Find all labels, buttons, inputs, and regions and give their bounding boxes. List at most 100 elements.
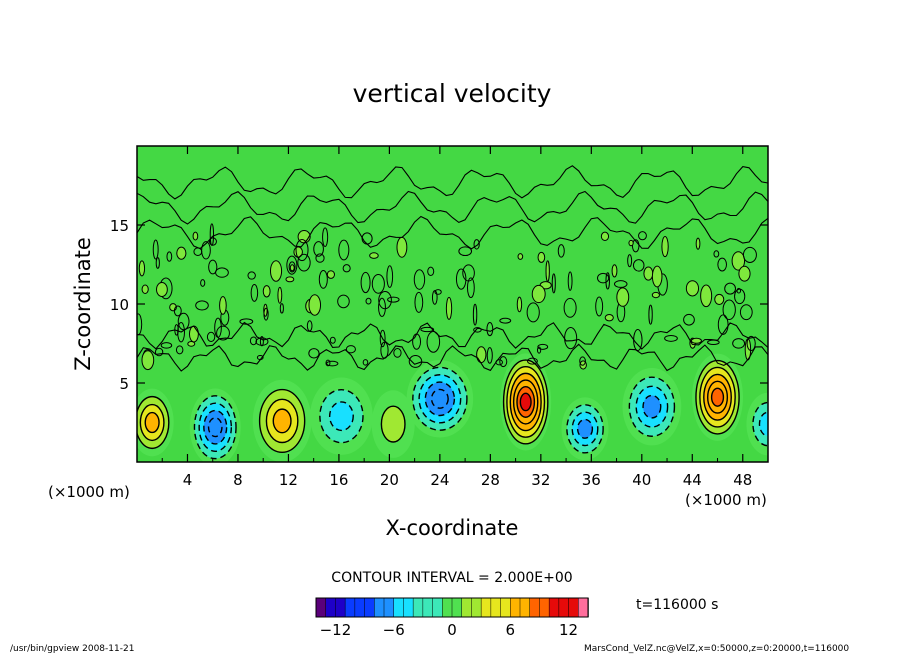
colorbar-tick-label-4: 12 [559,621,578,639]
contour-line-3-2 [328,401,354,432]
colorbar-segment-23 [539,597,550,618]
contour-line-5-4 [430,388,449,409]
turbulent-contour-82 [208,259,218,275]
turbulent-contour-72 [326,270,335,279]
contour-line-6-2 [506,366,546,438]
turbulent-contour-41 [420,326,435,333]
colorbar-segment-16 [471,597,482,618]
turbulent-contour-20 [279,303,284,314]
contour-line-8-2 [635,385,669,428]
turbulent-contour-118 [177,322,186,343]
contour-line-2-1 [258,388,306,454]
contour-fill-6-6 [520,393,532,411]
upper-contour-2 [137,165,768,200]
contour-line-7-1 [566,404,604,454]
turbulent-contour-161 [739,304,753,321]
colorbar-tick-label-2: 0 [447,621,457,639]
turbulent-contour-73 [262,285,271,298]
colorbar-segment-27 [578,597,589,618]
contour-line-6-6 [519,392,532,412]
turbulent-contour-59 [431,290,438,305]
turbulent-contour-21 [289,264,295,272]
turbulent-contour-51 [486,322,494,337]
contour-line-3-1 [319,388,364,444]
turbulent-contour-65 [141,284,149,294]
contour-fill-1-4 [208,417,222,437]
contour-fill-7-3 [577,419,593,439]
turbulent-contour-137 [628,239,634,247]
time-label: t=116000 s [636,597,718,613]
turbulent-contour-24 [313,241,324,257]
turbulent-contour-114 [160,342,173,349]
contour-fill-8-3 [643,395,661,418]
contour-line-10-2 [758,411,768,437]
turbulent-contour-79 [545,260,550,282]
turbulent-contour-5 [250,284,259,302]
turbulent-contour-98 [318,270,328,289]
turbulent-contour-75 [537,343,549,350]
turbulent-contour-85 [255,337,269,346]
turbulent-contour-53 [434,289,442,295]
turbulent-contour-18 [209,223,215,246]
turbulent-contour-153 [486,347,493,364]
turbulent-contour-99 [286,255,298,275]
contour-line-8-1 [628,376,676,437]
lower-contour-1 [137,321,768,350]
contour-fill-2-3 [273,409,291,433]
colorbar-segment-15 [461,597,473,618]
turbulent-contour-31 [724,282,736,295]
colorbar-segment-25 [558,597,570,618]
x-tick-label-9: 40 [632,471,651,489]
turbulent-contour-68 [414,291,424,313]
turbulent-contour-58 [393,348,402,358]
turbulent-contour-45 [247,271,256,280]
turbulent-contour-159 [616,287,630,307]
turbulent-contour-90 [263,303,268,317]
turbulent-contour-87 [738,265,751,282]
turbulent-contour-35 [200,279,206,287]
turbulent-contour-83 [499,356,508,368]
turbulent-contour-169 [690,337,702,344]
turbulent-contour-147 [557,244,565,258]
turbulent-contour-27 [337,294,350,309]
contour-line-0-3 [144,411,160,434]
colorbar-segment-1 [325,597,337,618]
turbulent-contour-116 [527,357,538,365]
colorbar-segment-26 [568,597,580,618]
turbulent-contour-97 [297,253,311,272]
contour-line-2-3 [272,408,292,434]
turbulent-contour-109 [596,272,610,284]
turbulent-contour-132 [604,313,614,322]
contour-line-5-3 [424,381,456,417]
x-unit-label-left: (×1000 m) [48,483,130,501]
colorbar-segment-18 [490,597,502,618]
turbulent-contour-157 [369,252,379,259]
contour-line-9-5 [710,387,725,407]
footer-right: MarsCond_VelZ.nc@VelZ,x=0:50000,z=0:2000… [584,644,849,654]
turbulent-contour-146 [551,273,556,294]
turbulent-contour-63 [731,251,746,271]
turbulent-contour-0 [695,237,701,250]
turbulent-contour-46 [661,236,669,258]
contour-line-1-4 [207,417,223,438]
turbulent-contour-111 [651,265,663,288]
turbulent-contour-165 [742,246,757,263]
turbulent-contour-119 [427,266,435,277]
x-tick-label-11: 48 [733,471,752,489]
turbulent-contour-130 [188,325,199,343]
colorbar-segment-3 [344,597,356,618]
colorbar-segment-8 [393,597,405,618]
turbulent-contour-66 [476,346,487,364]
contour-line-0-2 [139,403,165,442]
turbulent-contour-131 [567,271,573,291]
x-tick-label-8: 36 [582,471,601,489]
turbulent-contour-158 [322,227,329,247]
turbulent-contour-121 [732,338,746,349]
turbulent-contour-54 [338,239,350,261]
turbulent-contour-48 [473,239,480,250]
turbulent-contour-103 [206,331,216,343]
upper-contour-0 [137,215,768,250]
turbulent-contour-125 [219,296,227,315]
colorbar-segment-12 [432,597,444,618]
